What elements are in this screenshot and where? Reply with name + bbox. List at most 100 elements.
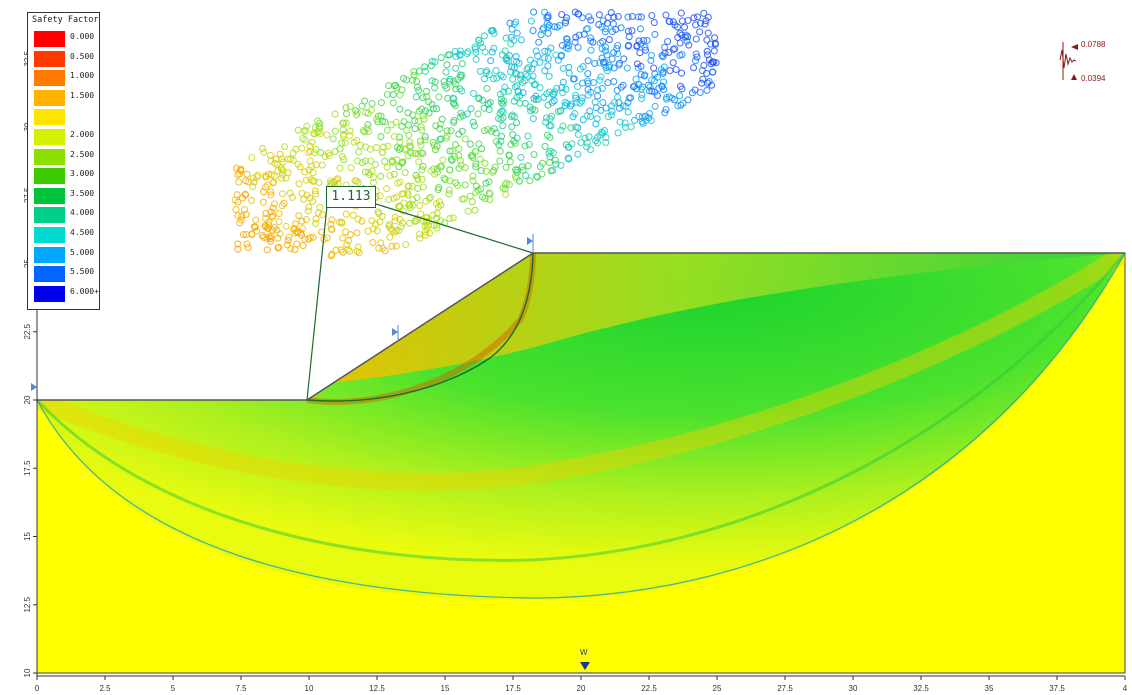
slip-centre-point [599,129,607,137]
slip-centre-point [349,211,357,219]
slip-centre-point [638,91,646,99]
x-tick-label: 15 [441,684,450,693]
slip-centre-point [696,19,705,27]
slip-centre-point [565,42,573,50]
slip-centre-point [552,160,560,168]
slip-centre-point [447,127,455,135]
slip-centre-point [331,110,339,118]
slip-centre-point [352,106,360,115]
slip-centre-point [610,13,618,21]
slip-centre-point [564,45,572,53]
slip-centre-point [415,230,423,239]
slip-centre-point [361,128,369,136]
slip-centre-point [298,217,306,225]
slip-centre-point [327,220,335,228]
slip-centre-point [452,64,460,72]
slip-centre-point [441,81,449,90]
slip-centre-point [393,84,401,92]
slip-centre-point [261,172,269,180]
slip-centre-point [609,20,617,28]
slip-centre-point [546,115,554,123]
slip-centre-point [396,178,404,186]
slip-centre-point [448,156,456,165]
legend-label: 2.500 [70,149,95,159]
slip-centre-point [399,158,407,166]
slip-centre-point [585,13,593,21]
slip-centre-point [233,191,241,199]
slip-centre-point [636,49,644,57]
slip-centre-point [480,104,488,112]
slip-centre-point [661,109,669,117]
slip-centre-point [512,166,520,174]
slip-centre-point [711,34,719,42]
slip-centre-point [607,111,616,119]
slip-centre-point [613,86,621,94]
slip-centre-point [416,202,424,210]
slip-centre-point [511,172,519,180]
slip-centre-point [459,112,467,120]
slip-centre-point [677,101,685,109]
slip-centre-point [513,70,521,78]
slip-centre-point [458,195,466,203]
slip-centre-point [595,11,603,19]
slip-centre-point [401,168,409,177]
x-tick-label: 22.5 [641,684,657,693]
slip-centre-point [544,29,552,37]
slip-centre-point [610,64,618,72]
slip-centre-point [557,161,565,169]
legend-label: 0.000 [70,32,95,41]
slip-centre-point [541,67,549,75]
slip-centre-point [604,79,612,87]
slip-centre-point [445,190,453,198]
slip-centre-point [438,115,446,123]
slip-centre-point [457,73,465,81]
legend-label: 2.000 [70,130,95,139]
slip-centre-point [395,163,403,171]
slip-centre-point [442,68,450,76]
slip-centre-point [353,247,361,255]
slip-centre-point [311,187,319,195]
slip-centre-point [413,83,421,91]
slip-centre-point [316,203,324,211]
slip-centre-point [369,239,377,247]
slip-centre-point [377,239,385,247]
slip-centre-point [532,172,540,180]
slip-centre-point [624,108,632,116]
y-tick-label: 22.5 [23,323,32,339]
slip-centre-point [336,164,344,172]
slip-centre-point [241,190,249,198]
slip-centre-point [620,55,628,63]
slip-centre-point [421,228,429,236]
slip-centre-point [493,74,501,82]
slip-centre-point [413,77,421,85]
slip-centre-point [545,159,553,167]
slip-centre-point [594,86,602,94]
slip-centre-point [332,176,340,184]
slip-centre-point [570,75,578,83]
slip-centre-point [275,210,283,218]
slip-centre-point [637,70,645,79]
slip-centre-point [482,167,490,175]
slip-centre-point [676,51,684,59]
slip-centre-point [513,119,521,127]
legend-entry: 0.500 [34,50,98,67]
slip-centre-point [480,32,488,40]
slip-centre-point [529,115,537,123]
slip-centre-point [407,143,415,151]
slip-centre-point [528,65,536,73]
slip-centre-point [603,51,611,59]
slip-centre-point [383,163,391,171]
slip-centre-point [354,215,362,223]
slip-centre-point [480,127,488,135]
slip-centre-point [234,245,242,253]
slip-centre-point [236,219,244,227]
x-tick-label: 10 [305,684,314,693]
slip-centre-point [267,157,275,165]
slip-centre-point [381,118,389,126]
legend-swatch [34,70,65,87]
slip-centre-point [439,156,447,164]
critical-safety-factor[interactable]: 1.113 [326,186,376,208]
x-tick-label: 27.5 [777,684,793,693]
slip-centre-point [469,177,477,185]
slip-centre-point [450,100,458,108]
